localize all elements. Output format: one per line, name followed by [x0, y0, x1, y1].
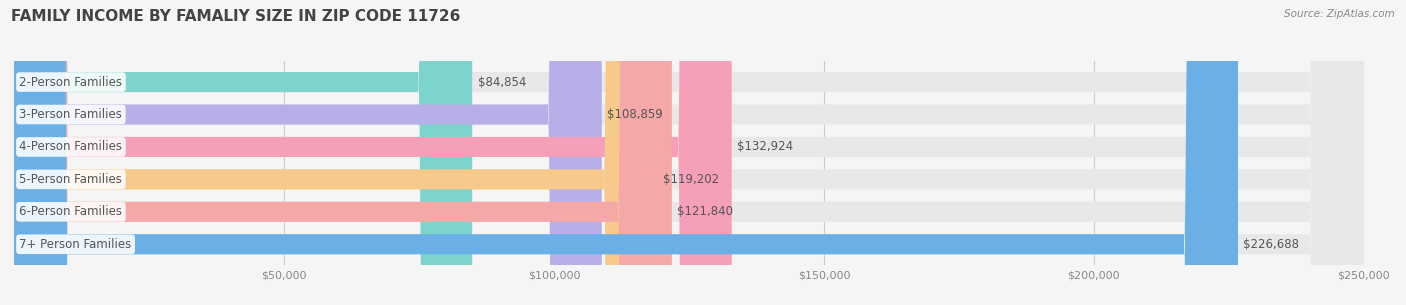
FancyBboxPatch shape — [14, 0, 1364, 305]
FancyBboxPatch shape — [14, 0, 1364, 305]
Text: Source: ZipAtlas.com: Source: ZipAtlas.com — [1284, 9, 1395, 19]
FancyBboxPatch shape — [14, 0, 1364, 305]
FancyBboxPatch shape — [14, 0, 1364, 305]
FancyBboxPatch shape — [14, 0, 472, 305]
FancyBboxPatch shape — [14, 0, 602, 305]
Text: 3-Person Families: 3-Person Families — [20, 108, 122, 121]
Text: 7+ Person Families: 7+ Person Families — [20, 238, 132, 251]
Text: 4-Person Families: 4-Person Families — [20, 141, 122, 153]
Text: 5-Person Families: 5-Person Families — [20, 173, 122, 186]
Text: $121,840: $121,840 — [678, 205, 734, 218]
Text: $84,854: $84,854 — [478, 76, 526, 88]
Text: 2-Person Families: 2-Person Families — [20, 76, 122, 88]
Text: $119,202: $119,202 — [664, 173, 718, 186]
FancyBboxPatch shape — [14, 0, 1237, 305]
FancyBboxPatch shape — [14, 0, 731, 305]
FancyBboxPatch shape — [14, 0, 672, 305]
Text: FAMILY INCOME BY FAMALIY SIZE IN ZIP CODE 11726: FAMILY INCOME BY FAMALIY SIZE IN ZIP COD… — [11, 9, 461, 24]
Text: $108,859: $108,859 — [607, 108, 664, 121]
Text: 6-Person Families: 6-Person Families — [20, 205, 122, 218]
FancyBboxPatch shape — [14, 0, 1364, 305]
Text: $132,924: $132,924 — [737, 141, 793, 153]
FancyBboxPatch shape — [14, 0, 1364, 305]
FancyBboxPatch shape — [14, 0, 658, 305]
Text: $226,688: $226,688 — [1243, 238, 1299, 251]
